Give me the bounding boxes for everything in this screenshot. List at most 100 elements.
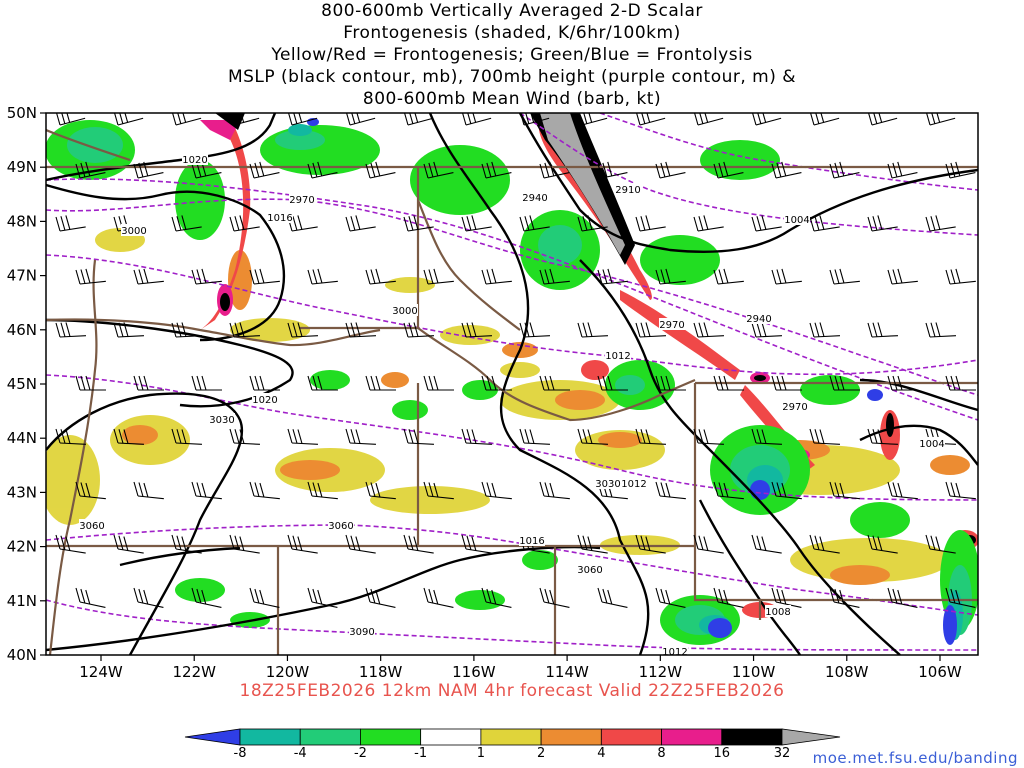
- wind-barb: [287, 534, 318, 554]
- wind-barb: [481, 268, 512, 285]
- wind-barb: [597, 587, 628, 608]
- wind-barb: [365, 161, 396, 179]
- colorbar-swatch: [480, 728, 542, 746]
- wind-barb: [75, 587, 106, 608]
- wind-barb: [751, 428, 782, 445]
- wind-barb: [751, 113, 782, 126]
- lat-tick-label: 45N: [7, 375, 37, 393]
- colorbar: [184, 728, 841, 746]
- wind-barb: [771, 481, 802, 500]
- lon-tick-label: 124W: [79, 663, 123, 681]
- wind-barb: [307, 481, 338, 500]
- wind-barb: [481, 161, 512, 179]
- wind-barb: [249, 587, 280, 608]
- wind-barb: [655, 481, 686, 500]
- wind-barb: [635, 322, 666, 338]
- wind-barb: [925, 534, 956, 554]
- colorbar-label: 8: [657, 746, 666, 761]
- wind-barb: [249, 375, 280, 391]
- height-label: 2910: [615, 185, 640, 196]
- wind-barb: [249, 481, 280, 500]
- wind-barb: [191, 375, 222, 391]
- wind-barb: [519, 215, 550, 232]
- wind-barb: [713, 481, 744, 500]
- wind-barb: [113, 534, 144, 554]
- lon-tick-label: 118W: [359, 663, 403, 681]
- title-line-1: 800-600mb Vertically Averaged 2-D Scalar: [321, 1, 703, 21]
- wind-barb: [403, 113, 434, 126]
- wind-barb: [481, 587, 512, 608]
- lat-tick-label: 48N: [7, 212, 37, 230]
- lon-tick-label: 122W: [172, 663, 216, 681]
- wind-barb: [55, 534, 86, 554]
- wind-barb: [171, 215, 202, 232]
- latitude-axis: 50N 49N 48N 47N 46N 45N 44N 43N 42N 41N 40N: [7, 104, 46, 664]
- wind-barb: [461, 534, 492, 554]
- wind-barb: [171, 534, 202, 554]
- wind-barb: [171, 428, 202, 445]
- pressure-label: 1016: [267, 213, 292, 224]
- wind-barb: [713, 587, 744, 608]
- wind-barb: [867, 428, 898, 445]
- wind-barb: [539, 481, 570, 500]
- wind-barb: [887, 161, 918, 179]
- lat-tick-label: 47N: [7, 267, 37, 285]
- wind-barb: [829, 161, 860, 179]
- wind-barb: [461, 322, 492, 338]
- wind-barb: [751, 534, 782, 554]
- wind-barb: [171, 322, 202, 338]
- wind-barb: [539, 268, 570, 285]
- colorbar-label: 32: [773, 746, 791, 761]
- wind-barb: [75, 161, 106, 179]
- wind-barb: [751, 215, 782, 232]
- wind-barb: [249, 268, 280, 285]
- wind-barb: [481, 375, 512, 391]
- wind-barb: [307, 587, 338, 608]
- wind-barb: [635, 534, 666, 554]
- wind-barb: [191, 268, 222, 285]
- colorbar-swatch: [299, 728, 361, 746]
- wind-barb: [171, 113, 202, 126]
- contour-labels: 1020 1016 1012 1008 1004 1020 1016 1012 1004 1012…: [79, 153, 945, 658]
- colorbar-swatch: [360, 728, 422, 746]
- wind-barb: [345, 534, 376, 554]
- wind-barb: [829, 375, 860, 391]
- wind-barb: [577, 428, 608, 445]
- wind-barb: [519, 428, 550, 445]
- wind-barb: [539, 587, 570, 608]
- colorbar-label: -8: [233, 746, 247, 761]
- wind-barb: [133, 481, 164, 500]
- height-label: 3000: [392, 306, 417, 317]
- wind-barb: [423, 161, 454, 179]
- wind-barb: [655, 375, 686, 391]
- wind-barb: [809, 215, 840, 232]
- wind-barb: [887, 268, 918, 285]
- height-label: 3060: [328, 521, 353, 532]
- colorbar-swatch: [600, 728, 662, 746]
- wind-barb: [345, 322, 376, 338]
- colorbar-label: -2: [353, 746, 367, 761]
- longitude-axis: 124W 122W 120W 118W 116W 114W 112W 110W 108W 106W: [79, 655, 962, 681]
- wind-barb: [75, 375, 106, 391]
- height-label: 2970: [659, 320, 684, 331]
- colorbar-swatch: [420, 728, 482, 746]
- wind-barb: [713, 375, 744, 391]
- wind-barb: [229, 428, 260, 445]
- wind-barb: [113, 113, 144, 126]
- credit-link[interactable]: moe.met.fsu.edu/banding: [812, 749, 1018, 767]
- colorbar-swatch: [721, 728, 783, 746]
- wind-barb: [867, 322, 898, 338]
- wind-barb: [809, 428, 840, 445]
- colorbar-label: 16: [713, 746, 731, 761]
- pressure-label: 1004: [784, 215, 809, 226]
- wind-barb: [423, 375, 454, 391]
- wind-barb: [461, 215, 492, 232]
- political-borders: [46, 128, 978, 655]
- wind-barb: [307, 161, 338, 179]
- wind-barb: [365, 481, 396, 500]
- wind-barb: [345, 215, 376, 232]
- height-label: 3030: [595, 479, 620, 490]
- wind-barb: [287, 428, 318, 445]
- wind-barb: [403, 322, 434, 338]
- wind-barb: [635, 428, 666, 445]
